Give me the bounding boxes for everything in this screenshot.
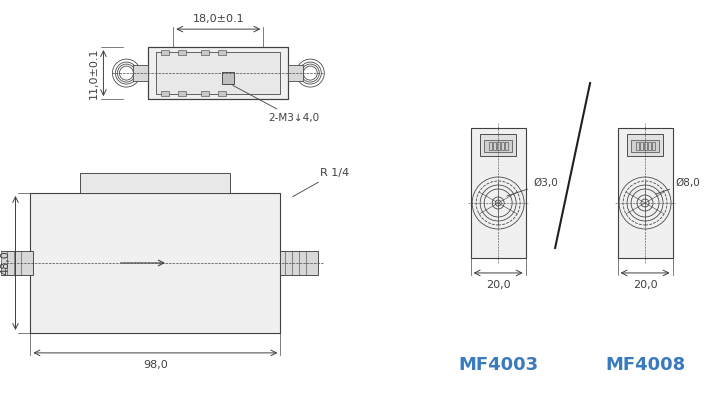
Bar — [81, 173, 230, 193]
Bar — [497, 142, 500, 150]
Bar — [280, 251, 319, 275]
Bar — [201, 91, 209, 96]
Bar — [219, 50, 226, 55]
Bar — [161, 50, 170, 55]
Text: MF4003: MF4003 — [458, 356, 539, 374]
Bar — [644, 142, 646, 150]
Bar — [489, 142, 492, 150]
Text: 48,0: 48,0 — [1, 251, 11, 275]
Bar — [219, 91, 226, 96]
Text: MF4008: MF4008 — [605, 356, 685, 374]
Bar — [505, 142, 508, 150]
Bar — [471, 128, 526, 258]
Bar — [178, 91, 186, 96]
Text: 20,0: 20,0 — [633, 280, 657, 290]
Bar — [627, 134, 663, 156]
Text: 18,0±0.1: 18,0±0.1 — [193, 14, 244, 24]
Text: 11,0±0.1: 11,0±0.1 — [88, 47, 99, 99]
Bar — [222, 72, 234, 84]
Text: R 1/4: R 1/4 — [293, 168, 349, 196]
Bar — [148, 47, 288, 99]
Bar — [648, 142, 651, 150]
Bar — [500, 142, 503, 150]
Bar — [636, 142, 638, 150]
Bar — [640, 142, 643, 150]
Text: Ø8,0: Ø8,0 — [656, 178, 700, 194]
Bar — [201, 50, 209, 55]
Bar — [30, 193, 280, 333]
Bar — [493, 142, 495, 150]
Text: 20,0: 20,0 — [486, 280, 510, 290]
Bar — [484, 140, 512, 152]
Bar — [161, 91, 170, 96]
Bar — [288, 65, 303, 81]
Bar — [178, 50, 186, 55]
Bar — [0, 251, 34, 275]
Text: Ø3,0: Ø3,0 — [507, 178, 558, 196]
Bar — [148, 47, 288, 99]
Bar — [618, 128, 672, 258]
Bar — [134, 65, 148, 81]
Bar — [631, 140, 659, 152]
Bar — [480, 134, 516, 156]
Bar — [157, 52, 280, 94]
Text: 2-M3↓4,0: 2-M3↓4,0 — [233, 85, 319, 123]
Bar — [651, 142, 654, 150]
Text: 98,0: 98,0 — [143, 360, 168, 370]
